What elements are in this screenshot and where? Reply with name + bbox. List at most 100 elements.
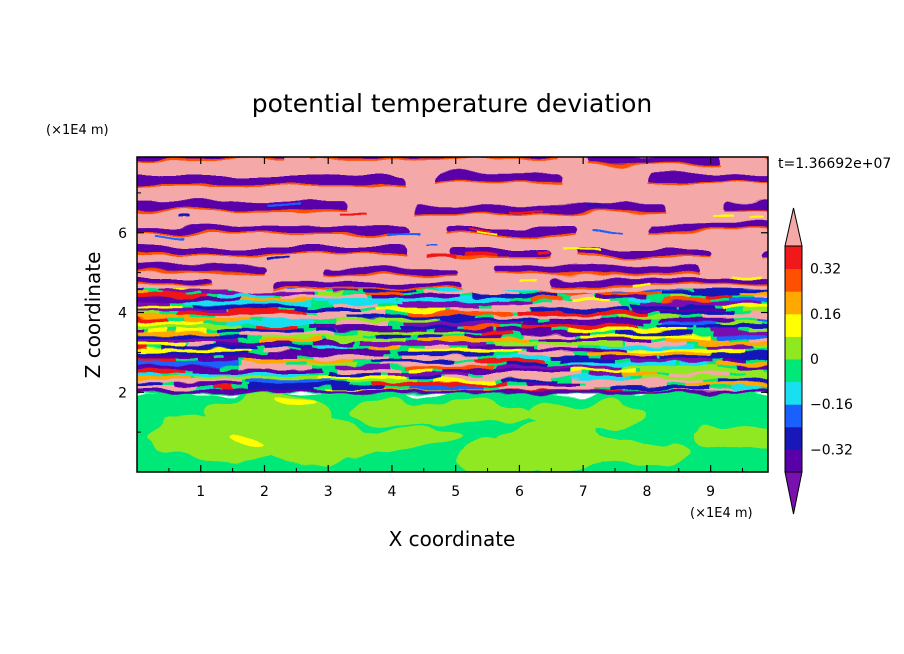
mixed-layer-streak <box>668 371 730 376</box>
upper-layer-streak <box>521 281 541 284</box>
mixed-layer-streak <box>137 290 150 295</box>
mixed-layer-streak <box>184 317 252 322</box>
mixed-layer-streak <box>500 378 559 383</box>
upper-layer-band-edge <box>443 234 576 237</box>
y-unit-label: (×1E4 m) <box>46 123 109 138</box>
mixed-layer-streak <box>238 331 334 336</box>
mixed-layer-streak <box>710 327 738 332</box>
colorbar-extend-top <box>784 207 803 247</box>
lower-layer-patch <box>692 424 768 449</box>
mixed-layer-streak <box>716 334 768 339</box>
y-tick-label: 6 <box>118 226 127 242</box>
colorbar-segment <box>785 313 802 337</box>
upper-layer-band <box>647 223 768 232</box>
mixed-layer-streak <box>145 327 166 332</box>
mixed-layer-streak <box>524 348 627 353</box>
mixed-layer-streak <box>331 304 378 309</box>
mixed-layer-streak <box>192 304 308 309</box>
mixed-layer-streak <box>581 334 711 339</box>
mixed-layer-streak <box>262 348 288 353</box>
mixed-layer-streak <box>685 382 768 387</box>
mixed-layer-streak <box>314 354 389 359</box>
mixed-layer-streak <box>570 368 638 373</box>
colorbar-segment <box>785 381 802 405</box>
mixed-layer-streak <box>398 351 495 356</box>
upper-layer-streak <box>339 213 366 217</box>
mixed-layer-streak <box>375 334 410 339</box>
mixed-layer-streak <box>600 354 658 359</box>
mixed-layer-streak <box>530 297 563 302</box>
y-axis-label: Z coordinate <box>81 252 105 379</box>
mixed-layer-streak <box>402 300 533 305</box>
mixed-layer-streak <box>416 334 444 339</box>
mixed-layer-streak <box>515 310 648 315</box>
upper-layer-band <box>764 247 768 256</box>
mixed-layer-streak <box>567 327 688 332</box>
mixed-layer-streak <box>137 344 147 349</box>
mixed-layer-streak <box>715 378 768 383</box>
mixed-layer-streak <box>588 382 668 387</box>
mixed-layer-streak <box>307 361 358 366</box>
mixed-layer-streak <box>679 304 715 309</box>
mixed-layer-streak <box>706 293 733 298</box>
mixed-layer-streak <box>621 365 717 370</box>
y-tick-label: 4 <box>118 306 127 322</box>
mixed-layer-streak <box>324 338 406 343</box>
mixed-layer-streak <box>294 307 362 312</box>
upper-layer-band-edge <box>137 270 263 273</box>
mixed-layer-streak <box>521 324 637 329</box>
mixed-layer-streak <box>137 321 203 326</box>
upper-layer-band-edge <box>449 255 550 258</box>
upper-layer-streak <box>385 232 419 236</box>
mixed-layer-streak <box>657 324 694 329</box>
mixed-layer-streak <box>137 331 220 336</box>
mixed-layer-streak <box>313 297 396 302</box>
mixed-layer-streak <box>137 297 240 302</box>
upper-layer-band <box>137 226 408 235</box>
upper-layer-streak <box>713 214 731 217</box>
upper-layer-streak <box>509 209 543 212</box>
mixed-layer-streak <box>696 324 768 329</box>
x-unit-label: (×1E4 m) <box>690 506 753 521</box>
mixed-layer-streak <box>660 354 768 359</box>
mixed-layer-streak <box>241 361 287 366</box>
mixed-layer-streak <box>137 375 192 380</box>
x-tick-label: 6 <box>515 484 524 500</box>
upper-layer-band-edge <box>137 284 211 287</box>
mixed-layer-streak <box>627 348 743 353</box>
mixed-layer-streak <box>716 361 768 366</box>
upper-layer-band-edge <box>648 182 768 185</box>
mixed-layer-streak <box>758 317 768 322</box>
mixed-layer-streak <box>663 321 717 326</box>
mixed-layer-streak <box>327 300 402 305</box>
mixed-layer-streak <box>609 385 709 390</box>
upper-layer-band <box>648 174 768 185</box>
mixed-layer-streak <box>197 358 239 363</box>
mixed-layer-streak <box>410 348 519 353</box>
mixed-layer-streak <box>178 310 307 315</box>
mixed-layer-streak <box>464 334 504 339</box>
colorbar-segment <box>785 404 802 428</box>
mixed-layer-streak <box>632 307 725 312</box>
upper-layer-band-edge <box>137 209 348 212</box>
mixed-layer-streak <box>752 293 768 298</box>
axis-ticks: 1 2 3 4 5 6 7 8 9 2 4 6 <box>118 157 768 500</box>
x-tick-label: 2 <box>260 484 269 500</box>
mixed-layer-streak <box>449 307 530 312</box>
x-tick-label: 1 <box>196 484 205 500</box>
mixed-layer-streak <box>559 358 616 363</box>
upper-layer-streak <box>536 250 548 253</box>
upper-layer-band-edge <box>723 208 768 211</box>
mixed-layer-streak <box>137 390 768 394</box>
mixed-layer-streak <box>625 341 686 346</box>
mixed-layer-streak <box>594 293 646 298</box>
x-axis-label: X coordinate <box>389 527 516 551</box>
x-tick-label: 3 <box>324 484 333 500</box>
colorbar-segment <box>785 336 802 360</box>
mixed-layer-streak <box>137 293 205 298</box>
mixed-layer-streak <box>213 341 293 346</box>
mixed-layer-streak <box>137 324 242 329</box>
mixed-layer-streak <box>713 331 768 336</box>
mixed-layer-streak <box>174 382 243 387</box>
mixed-layer-streak <box>335 317 439 322</box>
